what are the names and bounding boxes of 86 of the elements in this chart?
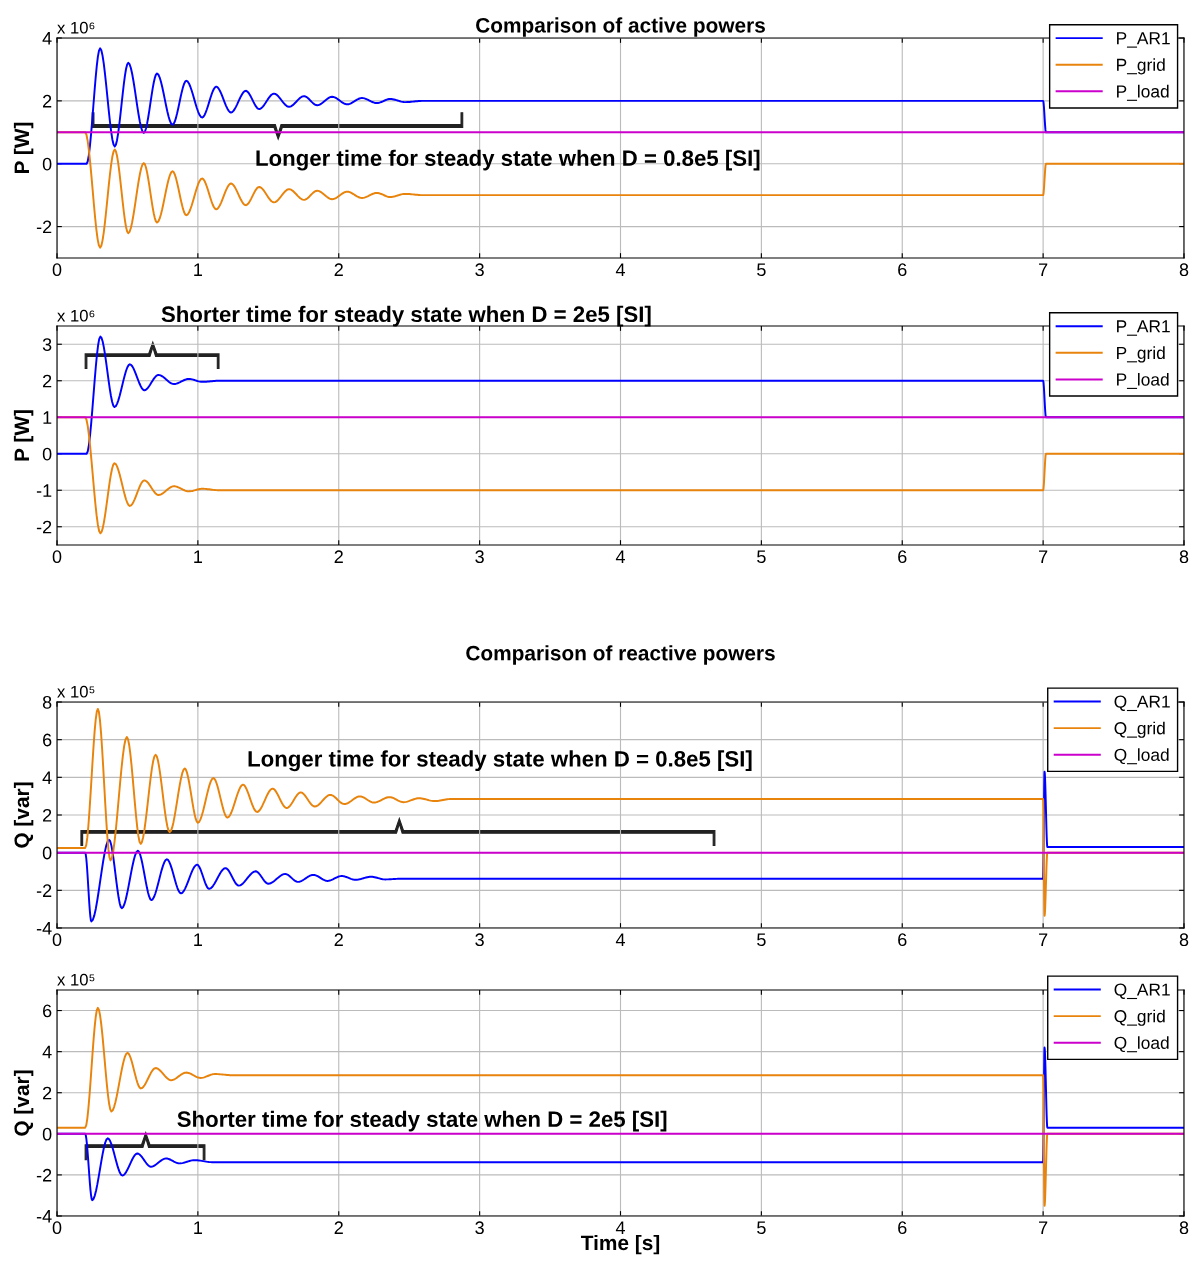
x-tick-label: 3 <box>475 1221 484 1235</box>
x-tick-label: 5 <box>757 933 766 947</box>
x-tick-label: 5 <box>757 1221 766 1235</box>
y-axis-title: P [W] <box>13 410 34 461</box>
y-tick-label: 6 <box>43 733 52 747</box>
legend-label: Q_load <box>1114 1036 1169 1053</box>
y-tick-label: 3 <box>42 338 52 351</box>
x-tick-label: 1 <box>194 263 203 276</box>
annotation: Longer time for steady state when D = 0.8e5 [SI] <box>256 149 760 171</box>
y-tick-label: -1 <box>36 484 52 497</box>
x-axis-title: Time [s] <box>580 1234 660 1255</box>
y-tick-label: 6 <box>43 1004 52 1018</box>
y-tick-label: 4 <box>42 1045 52 1059</box>
y-axis-title: Q [var] <box>13 782 34 848</box>
legend-label: P_grid <box>1117 58 1165 75</box>
x-tick-label: 5 <box>757 550 766 564</box>
y-tick-label: 1 <box>43 411 52 424</box>
x-tick-label: 8 <box>1179 1221 1189 1235</box>
y-tick-label: 0 <box>42 1127 52 1141</box>
x-tick-label: 6 <box>898 263 907 277</box>
annotation: Shorter time for steady state when D = 2e5 [SI] <box>177 1110 667 1132</box>
y-tick-label: 2 <box>43 374 52 388</box>
legend-label: Q_AR1 <box>1114 983 1170 1000</box>
x-tick-label: 7 <box>1039 933 1048 946</box>
x-tick-label: 6 <box>898 933 907 947</box>
chart-title: Comparison of reactive powers <box>466 645 775 665</box>
legend-label: P_load <box>1117 372 1169 389</box>
y-tick-label: 4 <box>42 771 52 784</box>
y-tick-label: -2 <box>36 220 52 234</box>
x-tick-label: 2 <box>334 263 343 276</box>
y-axis-title: P [W] <box>13 122 34 174</box>
x-tick-label: 1 <box>194 1221 203 1234</box>
x-tick-label: 5 <box>757 263 766 277</box>
x-tick-label: 7 <box>1039 1221 1048 1234</box>
x-tick-label: 0 <box>52 1221 62 1235</box>
x-tick-label: 8 <box>1179 933 1189 947</box>
y-tick-label: 8 <box>42 695 52 709</box>
x-tick-label: 8 <box>1179 550 1189 564</box>
y-tick-label: 0 <box>42 846 52 860</box>
x-tick-label: 7 <box>1039 550 1048 563</box>
x-tick-label: 3 <box>475 550 484 564</box>
x-tick-label: 3 <box>475 263 484 277</box>
x-tick-label: 4 <box>615 550 625 563</box>
text: x 10⁵ <box>57 973 95 986</box>
x-tick-label: 0 <box>52 933 62 947</box>
y-tick-label: 0 <box>42 447 52 461</box>
chart-title: Comparison of active powers <box>476 17 765 37</box>
x-tick-label: 0 <box>52 263 62 277</box>
legend-label: P_AR1 <box>1117 320 1170 336</box>
legend-label: Q_AR1 <box>1114 695 1170 712</box>
y-tick-label: 4 <box>42 32 52 45</box>
x-tick-label: 1 <box>194 550 203 563</box>
x-tick-label: 4 <box>615 263 625 276</box>
x-tick-label: 2 <box>334 550 343 563</box>
x-tick-label: 3 <box>475 933 484 947</box>
y-tick-label: -2 <box>36 1168 52 1182</box>
x-tick-label: 4 <box>615 1221 625 1234</box>
y-tick-label: -2 <box>36 884 52 897</box>
x-tick-label: 4 <box>615 933 625 946</box>
legend-label: P_load <box>1117 84 1169 101</box>
y-tick-label: 2 <box>43 808 52 822</box>
legend-label: Q_load <box>1114 748 1169 765</box>
legend-label: P_grid <box>1117 346 1165 363</box>
y-tick-label: 2 <box>43 1086 52 1100</box>
legend-label: P_AR1 <box>1117 32 1170 48</box>
legend-label: Q_grid <box>1114 1009 1165 1026</box>
y-tick-label: -2 <box>36 520 52 534</box>
y-tick-label: -4 <box>36 922 52 935</box>
x-tick-label: 2 <box>334 1221 343 1234</box>
text: x 10⁶ <box>57 309 95 322</box>
x-tick-label: 6 <box>898 1221 907 1235</box>
annotation: Shorter time for steady state when D = 2e5 [SI] <box>161 305 651 327</box>
x-tick-label: 6 <box>898 550 907 564</box>
legend-label: Q_grid <box>1114 721 1165 738</box>
x-tick-label: 8 <box>1179 263 1189 277</box>
y-tick-label: -4 <box>36 1210 52 1223</box>
y-tick-label: 0 <box>42 157 52 171</box>
x-tick-label: 0 <box>52 550 62 564</box>
y-axis-title: Q [var] <box>13 1070 34 1136</box>
y-tick-label: 2 <box>43 94 52 108</box>
text: x 10⁶ <box>57 21 95 34</box>
x-tick-label: 2 <box>334 933 343 946</box>
annotation: Longer time for steady state when D = 0.8e5 [SI] <box>248 750 752 772</box>
x-tick-label: 7 <box>1039 263 1048 276</box>
text: x 10⁵ <box>57 685 95 698</box>
x-tick-label: 1 <box>194 933 203 946</box>
